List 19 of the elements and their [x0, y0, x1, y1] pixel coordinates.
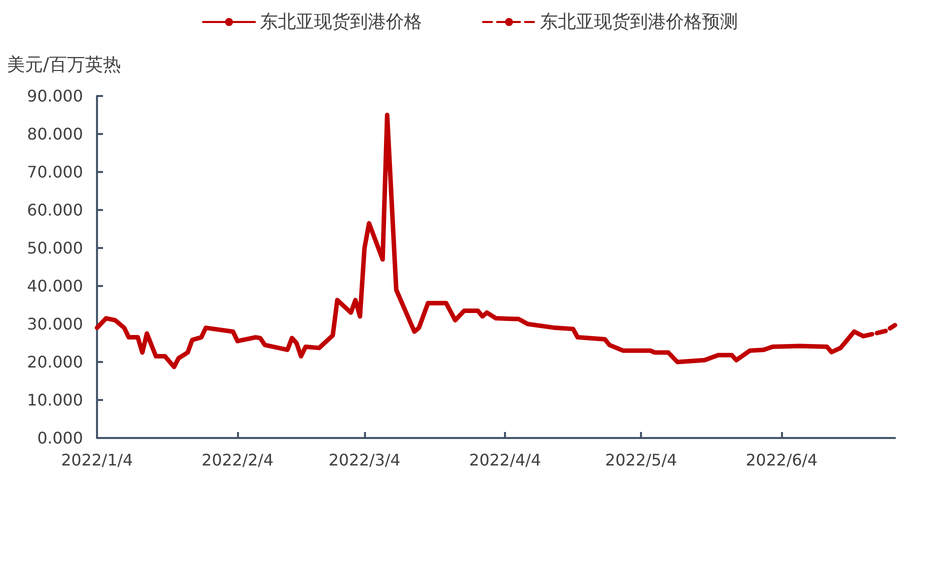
x-tick-label: 2022/1/4	[61, 450, 133, 470]
y-tick-label: 50.000	[27, 238, 83, 258]
y-tick-label: 90.000	[27, 86, 83, 106]
y-tick-label: 20.000	[27, 352, 83, 372]
x-tick-label: 2022/3/4	[328, 450, 400, 470]
y-tick-label: 0.000	[37, 428, 83, 448]
x-tick-label: 2022/5/4	[605, 450, 678, 470]
y-tick-label: 60.000	[27, 200, 83, 220]
legend-label: 东北亚现货到港价格预测	[540, 12, 738, 32]
x-tick-label: 2022/4/4	[469, 450, 541, 470]
x-tick-label: 2022/6/4	[746, 450, 818, 470]
y-axis-title: 美元/百万英热	[7, 54, 122, 76]
y-tick-label: 70.000	[27, 162, 83, 182]
y-tick-label: 10.000	[27, 390, 83, 410]
y-tick-label: 30.000	[27, 314, 83, 334]
x-tick-label: 2022/2/4	[202, 450, 274, 470]
y-tick-label: 40.000	[27, 276, 83, 296]
legend-label: 东北亚现货到港价格	[260, 12, 422, 32]
y-tick-label: 80.000	[27, 124, 83, 144]
